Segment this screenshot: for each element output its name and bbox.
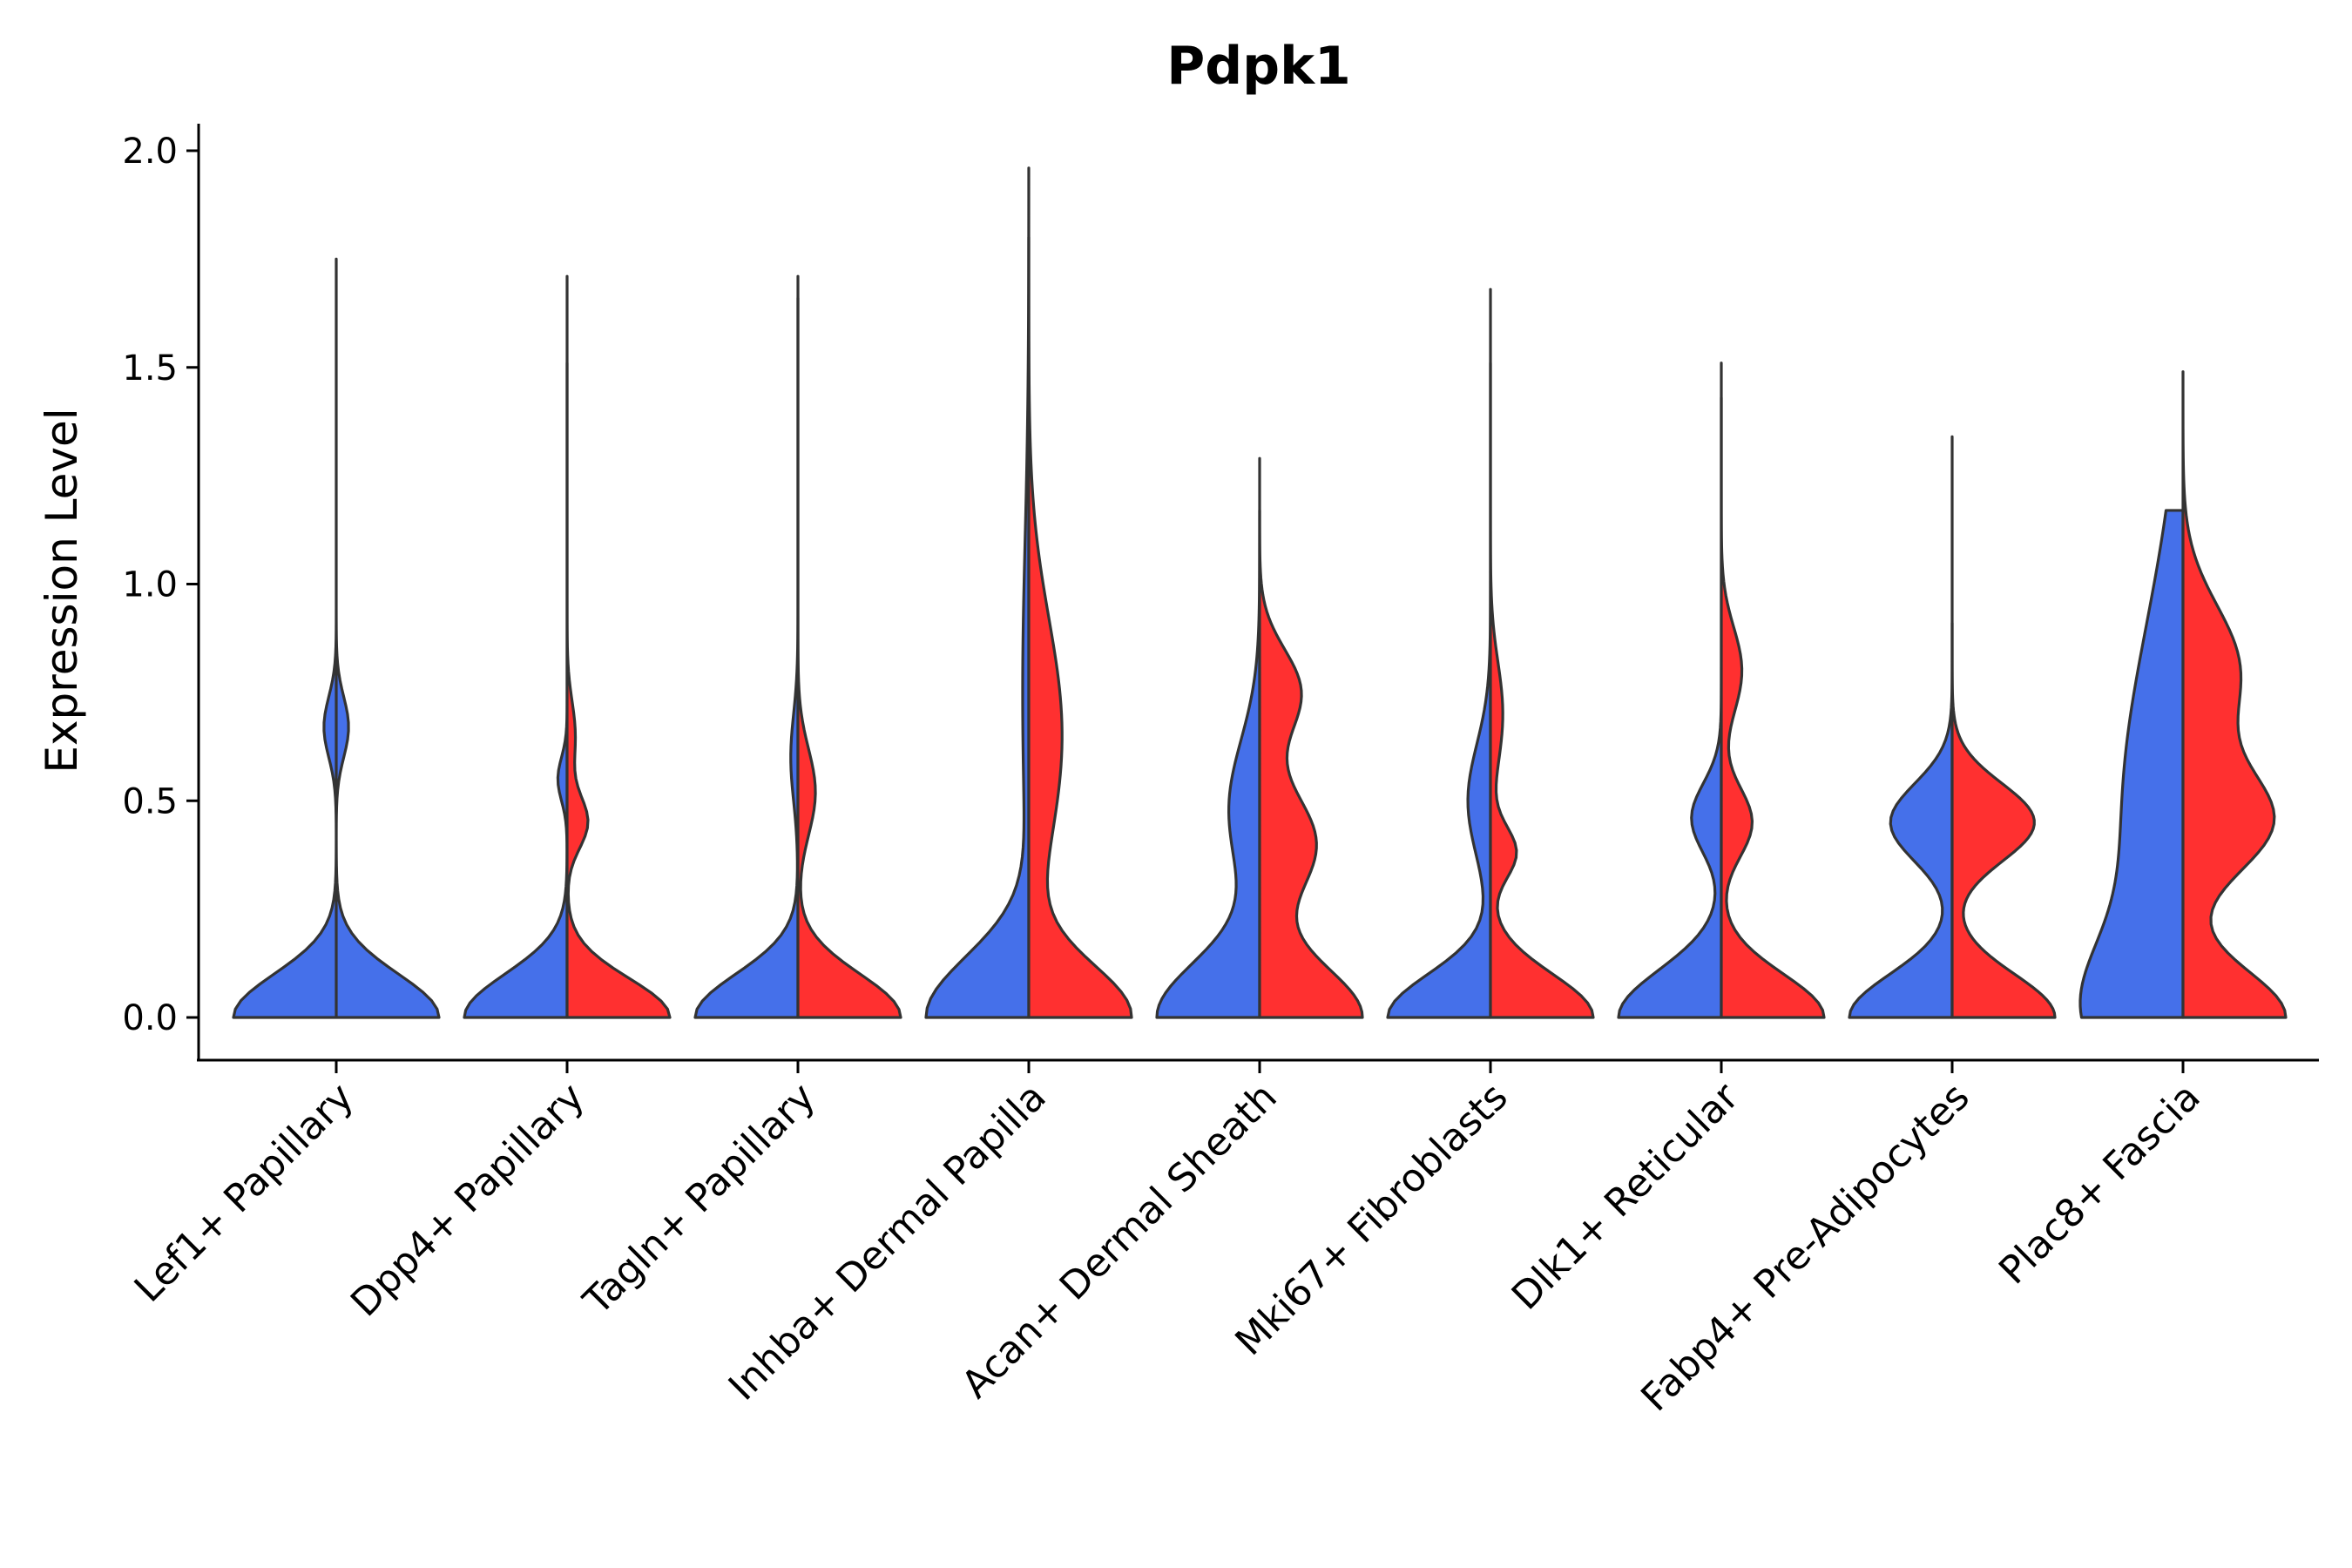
y-tick-label: 1.0 (122, 565, 178, 605)
plot-area (232, 166, 2288, 1019)
violin-group_b (1258, 509, 1364, 1019)
violin-group_b (796, 296, 902, 1019)
violin-group_a (232, 257, 441, 1019)
violin-group_a (1848, 435, 1954, 1019)
y-tick-label: 0.5 (122, 781, 178, 821)
violin-group_a (693, 274, 800, 1019)
violin-group_a (1386, 287, 1492, 1019)
violin-group_b (1027, 235, 1133, 1019)
violin-group_b (1489, 362, 1595, 1019)
violin-group_a (2078, 509, 2185, 1019)
violin-group_b (1720, 362, 1826, 1019)
x-category-label: Lef1+ Papillary (126, 1075, 362, 1311)
violin-group_b (565, 274, 672, 1019)
x-category-label: Dlk1+ Reticular (1504, 1074, 1748, 1319)
y-axis-title: Expression Level (37, 408, 87, 773)
violin-group_a (924, 166, 1031, 1019)
violin-group_a (1155, 456, 1261, 1019)
violin-group_b (1950, 621, 2057, 1019)
x-category-label: Plac8+ Fascia (1990, 1075, 2209, 1294)
y-tick-label: 2.0 (122, 132, 178, 172)
violin-group_b (2181, 370, 2288, 1019)
y-axis-ticks: 0.0 0.5 1.0 1.5 2.0 (122, 132, 199, 1038)
chart-title: Pdpk1 (1166, 36, 1351, 97)
y-tick-label: 1.5 (122, 348, 178, 389)
violin-group_a (463, 362, 569, 1019)
x-category-label: Tagln+ Papillary (575, 1075, 824, 1324)
x-category-label: Dpp4+ Papillary (342, 1075, 593, 1326)
y-tick-label: 0.0 (122, 998, 178, 1038)
violin-group_a (1617, 395, 1723, 1019)
